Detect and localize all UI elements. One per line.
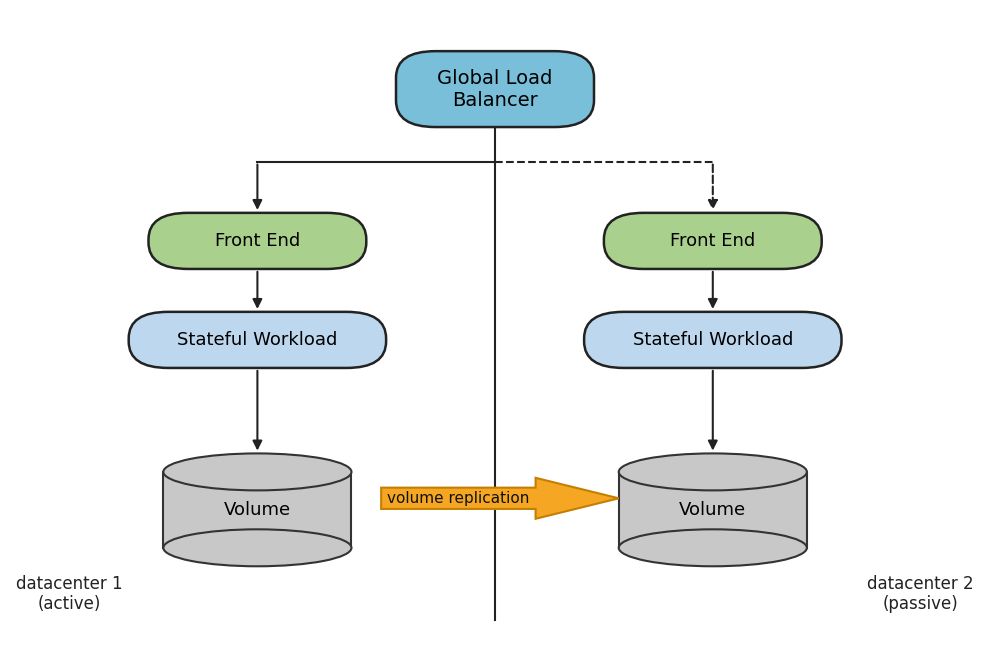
Ellipse shape: [619, 529, 807, 566]
Polygon shape: [163, 472, 351, 548]
Polygon shape: [619, 472, 807, 548]
Ellipse shape: [619, 453, 807, 490]
Ellipse shape: [163, 529, 351, 566]
Text: Volume: Volume: [679, 501, 746, 519]
Text: volume replication: volume replication: [387, 491, 530, 506]
Text: datacenter 2
(passive): datacenter 2 (passive): [867, 575, 974, 613]
Text: Global Load
Balancer: Global Load Balancer: [438, 69, 552, 110]
FancyBboxPatch shape: [604, 213, 822, 269]
Text: Front End: Front End: [215, 232, 300, 250]
Polygon shape: [381, 478, 619, 519]
Text: Volume: Volume: [224, 501, 291, 519]
Ellipse shape: [163, 453, 351, 490]
Text: Stateful Workload: Stateful Workload: [177, 331, 338, 349]
FancyBboxPatch shape: [129, 312, 386, 368]
FancyBboxPatch shape: [396, 51, 594, 127]
Text: Front End: Front End: [670, 232, 755, 250]
FancyBboxPatch shape: [584, 312, 842, 368]
Text: Stateful Workload: Stateful Workload: [633, 331, 793, 349]
FancyBboxPatch shape: [148, 213, 366, 269]
Text: datacenter 1
(active): datacenter 1 (active): [16, 575, 123, 613]
